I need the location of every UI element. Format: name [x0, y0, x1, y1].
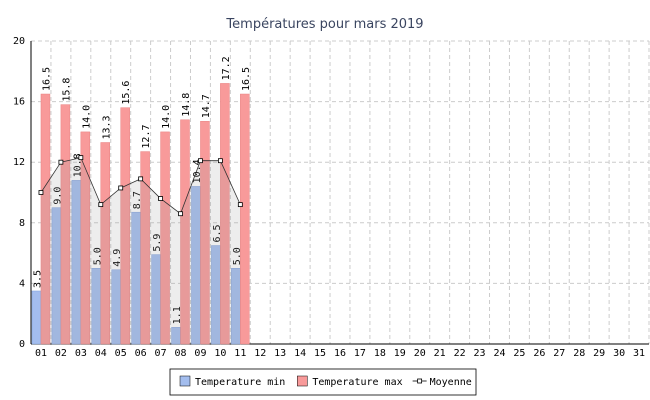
x-tick-label: 31	[633, 348, 645, 359]
y-tick-label: 0	[19, 339, 25, 350]
x-tick-label: 10	[214, 348, 226, 359]
x-tick-label: 22	[454, 348, 466, 359]
x-tick-label: 24	[493, 348, 505, 359]
legend-swatch	[297, 375, 308, 387]
data-label: 14.0	[81, 105, 92, 129]
y-tick-label: 8	[19, 218, 25, 229]
data-label: 3.5	[32, 270, 43, 288]
x-tick-label: 18	[374, 348, 386, 359]
x-tick-label: 08	[174, 348, 186, 359]
x-tick-label: 02	[55, 348, 67, 359]
x-tick-label: 11	[234, 348, 246, 359]
x-tick-label: 28	[573, 348, 585, 359]
legend-swatch	[179, 375, 191, 387]
y-tick-label: 12	[13, 157, 25, 168]
x-tick-label: 04	[95, 348, 107, 359]
chart-title: Températures pour mars 2019	[225, 17, 423, 32]
bar	[40, 93, 51, 345]
bar	[31, 290, 42, 345]
legend-label: Moyenne	[430, 377, 472, 388]
x-tick-label: 30	[613, 348, 625, 359]
line-marker	[118, 185, 124, 191]
data-label: 12.7	[141, 125, 152, 149]
data-label: 16.5	[41, 67, 52, 91]
legend-box	[169, 368, 477, 396]
line-marker	[98, 202, 104, 208]
data-label: 14.8	[181, 93, 192, 117]
legend-marker	[417, 378, 423, 384]
data-label: 17.2	[221, 56, 232, 80]
y-tick-label: 4	[19, 278, 25, 289]
data-label: 13.3	[101, 115, 112, 139]
bar	[100, 142, 110, 345]
y-tick-label: 16	[13, 97, 25, 108]
x-tick-label: 09	[194, 348, 206, 359]
data-label: 16.5	[241, 67, 252, 91]
data-label: 10.4	[192, 159, 203, 183]
data-label: 10.8	[72, 153, 83, 177]
bar	[180, 119, 190, 345]
data-label: 5.0	[232, 247, 243, 265]
data-label: 5.9	[152, 234, 163, 252]
bar	[80, 131, 91, 345]
x-tick-label: 23	[474, 348, 486, 359]
x-tick-label: 27	[553, 348, 565, 359]
line-marker	[78, 155, 84, 161]
bar	[220, 83, 230, 345]
x-tick-label: 15	[314, 348, 326, 359]
data-label: 14.7	[201, 94, 212, 118]
bar	[140, 151, 150, 345]
data-label: 5.0	[92, 247, 103, 265]
x-tick-label: 01	[35, 348, 47, 359]
x-tick-label: 14	[294, 348, 306, 359]
line-marker	[217, 158, 223, 164]
data-label: 1.1	[172, 306, 183, 324]
x-tick-label: 12	[254, 348, 266, 359]
data-label: 6.5	[212, 224, 223, 242]
x-tick-label: 06	[135, 348, 147, 359]
line-marker	[58, 159, 64, 165]
x-tick-label: 17	[354, 348, 366, 359]
x-tick-label: 16	[334, 348, 346, 359]
x-tick-label: 25	[513, 348, 525, 359]
data-label: 15.6	[121, 81, 132, 105]
bar	[200, 121, 210, 345]
line-area	[40, 157, 241, 344]
x-tick-label: 05	[115, 348, 127, 359]
line-marker	[178, 211, 183, 217]
data-label: 14.0	[161, 105, 172, 129]
line-marker	[138, 176, 144, 182]
x-tick-label: 19	[394, 348, 406, 359]
y-tick-label: 20	[13, 36, 25, 47]
bar	[60, 104, 71, 345]
x-tick-label: 26	[533, 348, 545, 359]
x-tick-label: 29	[593, 348, 605, 359]
x-tick-label: 13	[274, 348, 286, 359]
legend-label: Temperature min	[195, 377, 285, 388]
bar	[240, 93, 250, 345]
data-label: 15.8	[61, 78, 72, 102]
x-tick-label: 03	[75, 348, 87, 359]
data-label: 4.9	[112, 249, 123, 267]
data-label: 8.7	[132, 191, 143, 209]
x-tick-label: 07	[155, 348, 167, 359]
line-marker	[198, 158, 203, 164]
data-label: 9.0	[52, 187, 63, 205]
x-tick-label: 20	[414, 348, 426, 359]
bar	[120, 107, 130, 345]
line-marker	[38, 190, 44, 195]
legend-label: Temperature max	[312, 377, 402, 388]
x-tick-label: 21	[434, 348, 446, 359]
line-marker	[158, 196, 163, 201]
line-marker	[237, 202, 243, 208]
bar	[160, 131, 170, 345]
